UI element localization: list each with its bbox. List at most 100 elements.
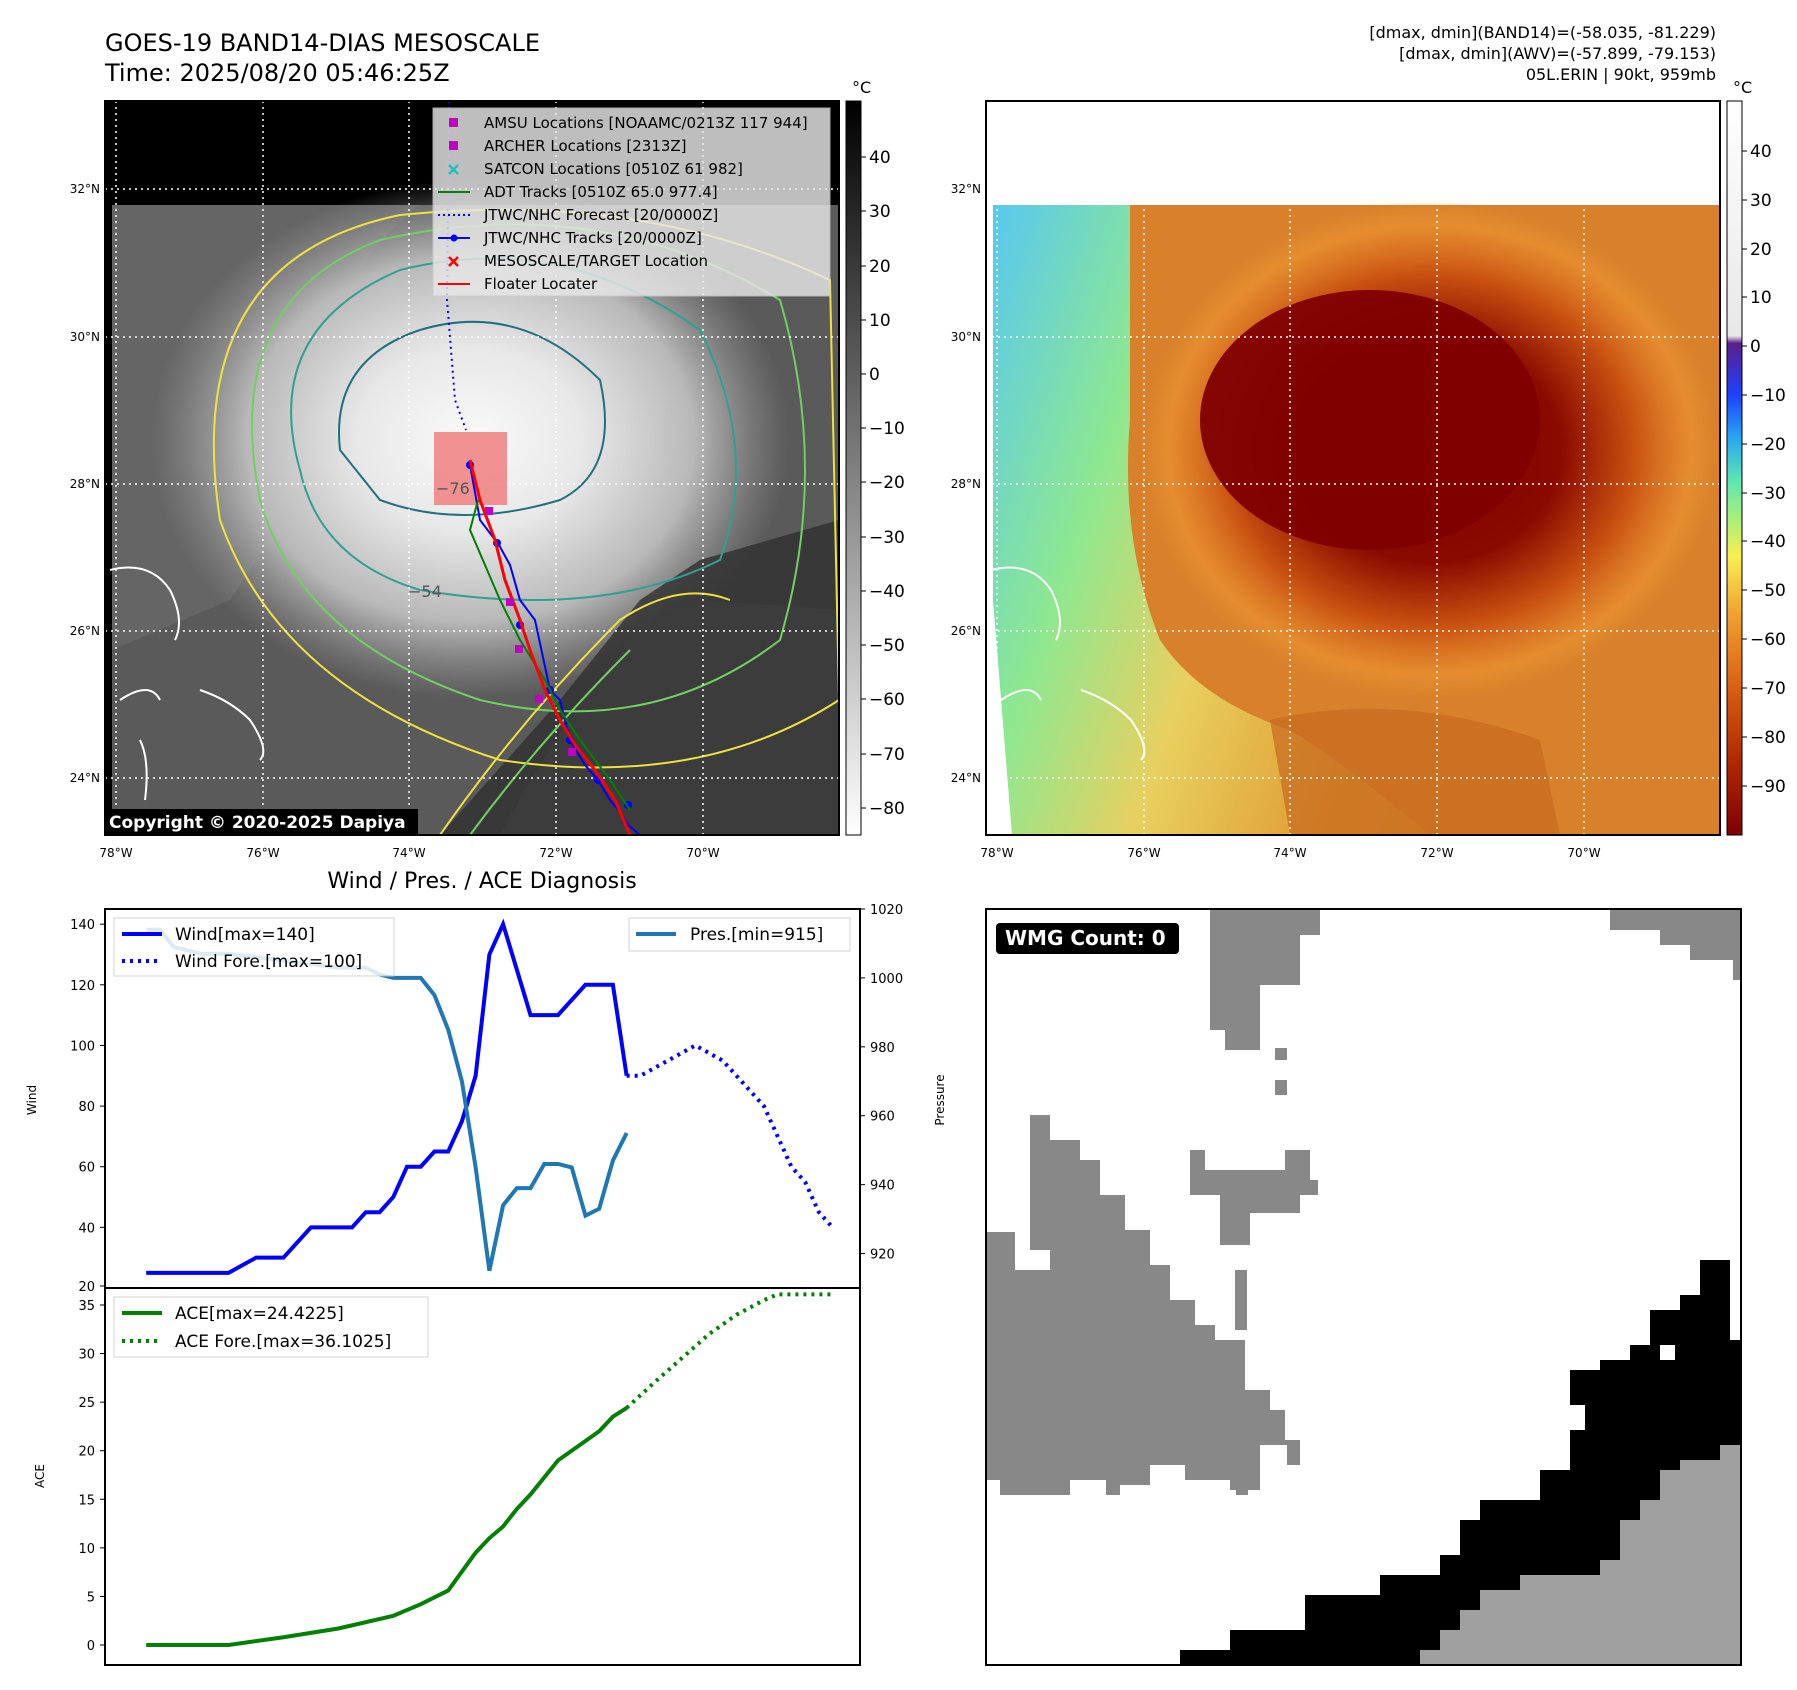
- legend-label: ARCHER Locations [2313Z]: [484, 137, 687, 155]
- wind-tick-label: 40: [78, 1221, 95, 1236]
- copyright: Copyright © 2020-2025 Dapiya: [109, 813, 406, 833]
- colorbar-gray-tick: −10: [869, 419, 905, 439]
- lat-tick-label: 28°N: [951, 477, 981, 491]
- wmg-frame: [985, 908, 1742, 1666]
- colorbar-gray-tick: 0: [869, 365, 880, 385]
- legend-label: ADT Tracks [0510Z 65.0 977.4]: [484, 183, 718, 201]
- colorbar-color-tick: −20: [1750, 435, 1786, 455]
- pressure-tick-label: 1020: [870, 903, 903, 918]
- color-map-frame: [985, 100, 1721, 836]
- series-ace: [146, 1406, 628, 1647]
- ace-tick-label: 0: [87, 1639, 95, 1654]
- legend-ace: ACE[max=24.4225]: [175, 1304, 344, 1324]
- legend-pres: Pres.[min=915]: [690, 925, 823, 945]
- legend-wind: Wind[max=140]: [175, 925, 315, 945]
- colorbar-color-tick: 10: [1750, 288, 1772, 308]
- lon-tick-label: 74°W: [1273, 846, 1306, 860]
- legend-item: SATCON Locations [0510Z 61 982]: [448, 160, 743, 178]
- panel-ir-map: −76 −54 Copyright © 2020-2025 Dapiya AMS…: [104, 100, 840, 836]
- pres-legend: Pres.[min=915]: [628, 917, 851, 952]
- legend-item: JTWC/NHC Tracks [20/0000Z]: [438, 229, 702, 247]
- colorbar-gray-tick: −60: [869, 690, 905, 710]
- figure-time: Time: 2025/08/20 05:46:25Z: [104, 59, 450, 87]
- pressure-ylabel: Pressure: [933, 1074, 947, 1125]
- ace-tick-label: 10: [78, 1542, 95, 1557]
- colorbar-gray-tick: 10: [869, 311, 891, 331]
- lat-tick-label: 26°N: [70, 624, 100, 638]
- range-band14: [dmax, dmin](BAND14)=(-58.035, -81.229): [1369, 23, 1716, 42]
- lat-tick-label: 32°N: [70, 182, 100, 196]
- legend-marker: [449, 118, 458, 127]
- legend-marker: [448, 256, 459, 267]
- legend-label: JTWC/NHC Tracks [20/0000Z]: [483, 229, 702, 247]
- wind-legend: Wind[max=140] Wind Fore.[max=100]: [113, 917, 395, 977]
- colorbar-gray-tick: 30: [869, 202, 891, 222]
- colorbar-gray-tick: −20: [869, 473, 905, 493]
- panel-color-map: [985, 100, 1721, 836]
- ace-chart: ACE 0 5 10 15 20 25 30 35 ACE[max=24.4225] ACE Fo…: [33, 1287, 861, 1666]
- colorbar-gray-unit: °C: [852, 78, 871, 97]
- legend-item: Floater Locater: [438, 275, 598, 293]
- wind-tick-label: 80: [78, 1100, 95, 1115]
- legend-label: Floater Locater: [484, 275, 598, 293]
- lon-tick-label: 78°W: [99, 846, 132, 860]
- lat-tick-label: 24°N: [70, 771, 100, 785]
- lon-tick-label: 76°W: [1127, 846, 1160, 860]
- ace-tick-label: 25: [78, 1396, 95, 1411]
- jtwc-track: [469, 464, 641, 835]
- wmg-lightgray-region: [1420, 1445, 1741, 1665]
- colorbar-gray: °C 40 30 20 10 0 −10 −20 −30 −40 −50 −60 −70 −80: [845, 78, 905, 836]
- legend-label: SATCON Locations [0510Z 61 982]: [484, 160, 743, 178]
- pressure-tick-label: 920: [870, 1248, 895, 1263]
- series-wind-fore: [626, 1043, 835, 1229]
- range-awv: [dmax, dmin](AWV)=(-57.899, -79.153): [1399, 44, 1716, 63]
- lon-tick-label: 70°W: [686, 846, 719, 860]
- wind-tick-label: 100: [70, 1039, 95, 1054]
- legend-label: AMSU Locations [NOAAMC/0213Z 117 944]: [484, 114, 808, 132]
- colorbar-color-tick: −90: [1750, 777, 1786, 797]
- map-tick-labels: 32°N 32°N 30°N 30°N 28°N 28°N 26°N 26°N 24°N 24°N…: [70, 182, 1601, 860]
- coastline-color: [990, 566, 1146, 761]
- wind-tick-label: 140: [70, 918, 95, 933]
- lon-tick-label: 78°W: [980, 846, 1013, 860]
- colorbar-color-tick: −60: [1750, 630, 1786, 650]
- map-legend: AMSU Locations [NOAAMC/0213Z 117 944] ARC…: [432, 107, 831, 297]
- legend-label: MESOSCALE/TARGET Location: [484, 252, 708, 270]
- colorbar-color-tick: −30: [1750, 484, 1786, 504]
- lon-tick-label: 72°W: [539, 846, 572, 860]
- diag-title: Wind / Pres. / ACE Diagnosis: [327, 869, 636, 894]
- colorbar-color-tick: −50: [1750, 581, 1786, 601]
- ace-legend: ACE[max=24.4225] ACE Fore.[max=36.1025]: [113, 1296, 429, 1358]
- legend-item: MESOSCALE/TARGET Location: [448, 252, 708, 270]
- colorbar-color-tick: −40: [1750, 532, 1786, 552]
- colorbar-color-tick: −80: [1750, 728, 1786, 748]
- color-map-gridlines: [986, 101, 1720, 835]
- legend-ace-fore: ACE Fore.[max=36.1025]: [175, 1332, 391, 1352]
- colorbar-color: °C 40 30 20 10 0 −10 −20 −30 −40 −50 −60 −70 −80 −90: [1726, 78, 1786, 836]
- lon-tick-label: 70°W: [1567, 846, 1600, 860]
- wind-tick-label: 20: [78, 1280, 95, 1295]
- wmg-gray-region: [986, 909, 1741, 1495]
- wind-pres-chart: Wind Pressure 20 40 60 80 100 120 140 920 940 960…: [25, 903, 947, 1295]
- map-frame: [104, 100, 840, 836]
- legend-label: JTWC/NHC Forecast [20/0000Z]: [483, 206, 718, 224]
- ace-tick-label: 20: [78, 1445, 95, 1460]
- series-wind: [146, 918, 629, 1275]
- wind-ylabel: Wind: [25, 1085, 39, 1115]
- lat-tick-label: 30°N: [70, 330, 100, 344]
- lat-tick-label: 28°N: [70, 477, 100, 491]
- legend-item: ADT Tracks [0510Z 65.0 977.4]: [438, 183, 718, 201]
- colorbar-color-tick: 0: [1750, 337, 1761, 357]
- wmg-count-badge: [996, 923, 1179, 954]
- ace-tick-label: 35: [78, 1299, 95, 1314]
- colorbar-color-tick: −10: [1750, 386, 1786, 406]
- colorbar-gray-tick: 20: [869, 257, 891, 277]
- lon-tick-label: 72°W: [1420, 846, 1453, 860]
- ace-tick-label: 5: [87, 1590, 95, 1605]
- legend-item: AMSU Locations [NOAAMC/0213Z 117 944]: [449, 114, 808, 132]
- series-ace-fore: [625, 1292, 833, 1410]
- colorbar-color-unit: °C: [1733, 78, 1752, 97]
- pressure-tick-label: 1000: [870, 972, 903, 987]
- colorbar-gray-tick: −70: [869, 745, 905, 765]
